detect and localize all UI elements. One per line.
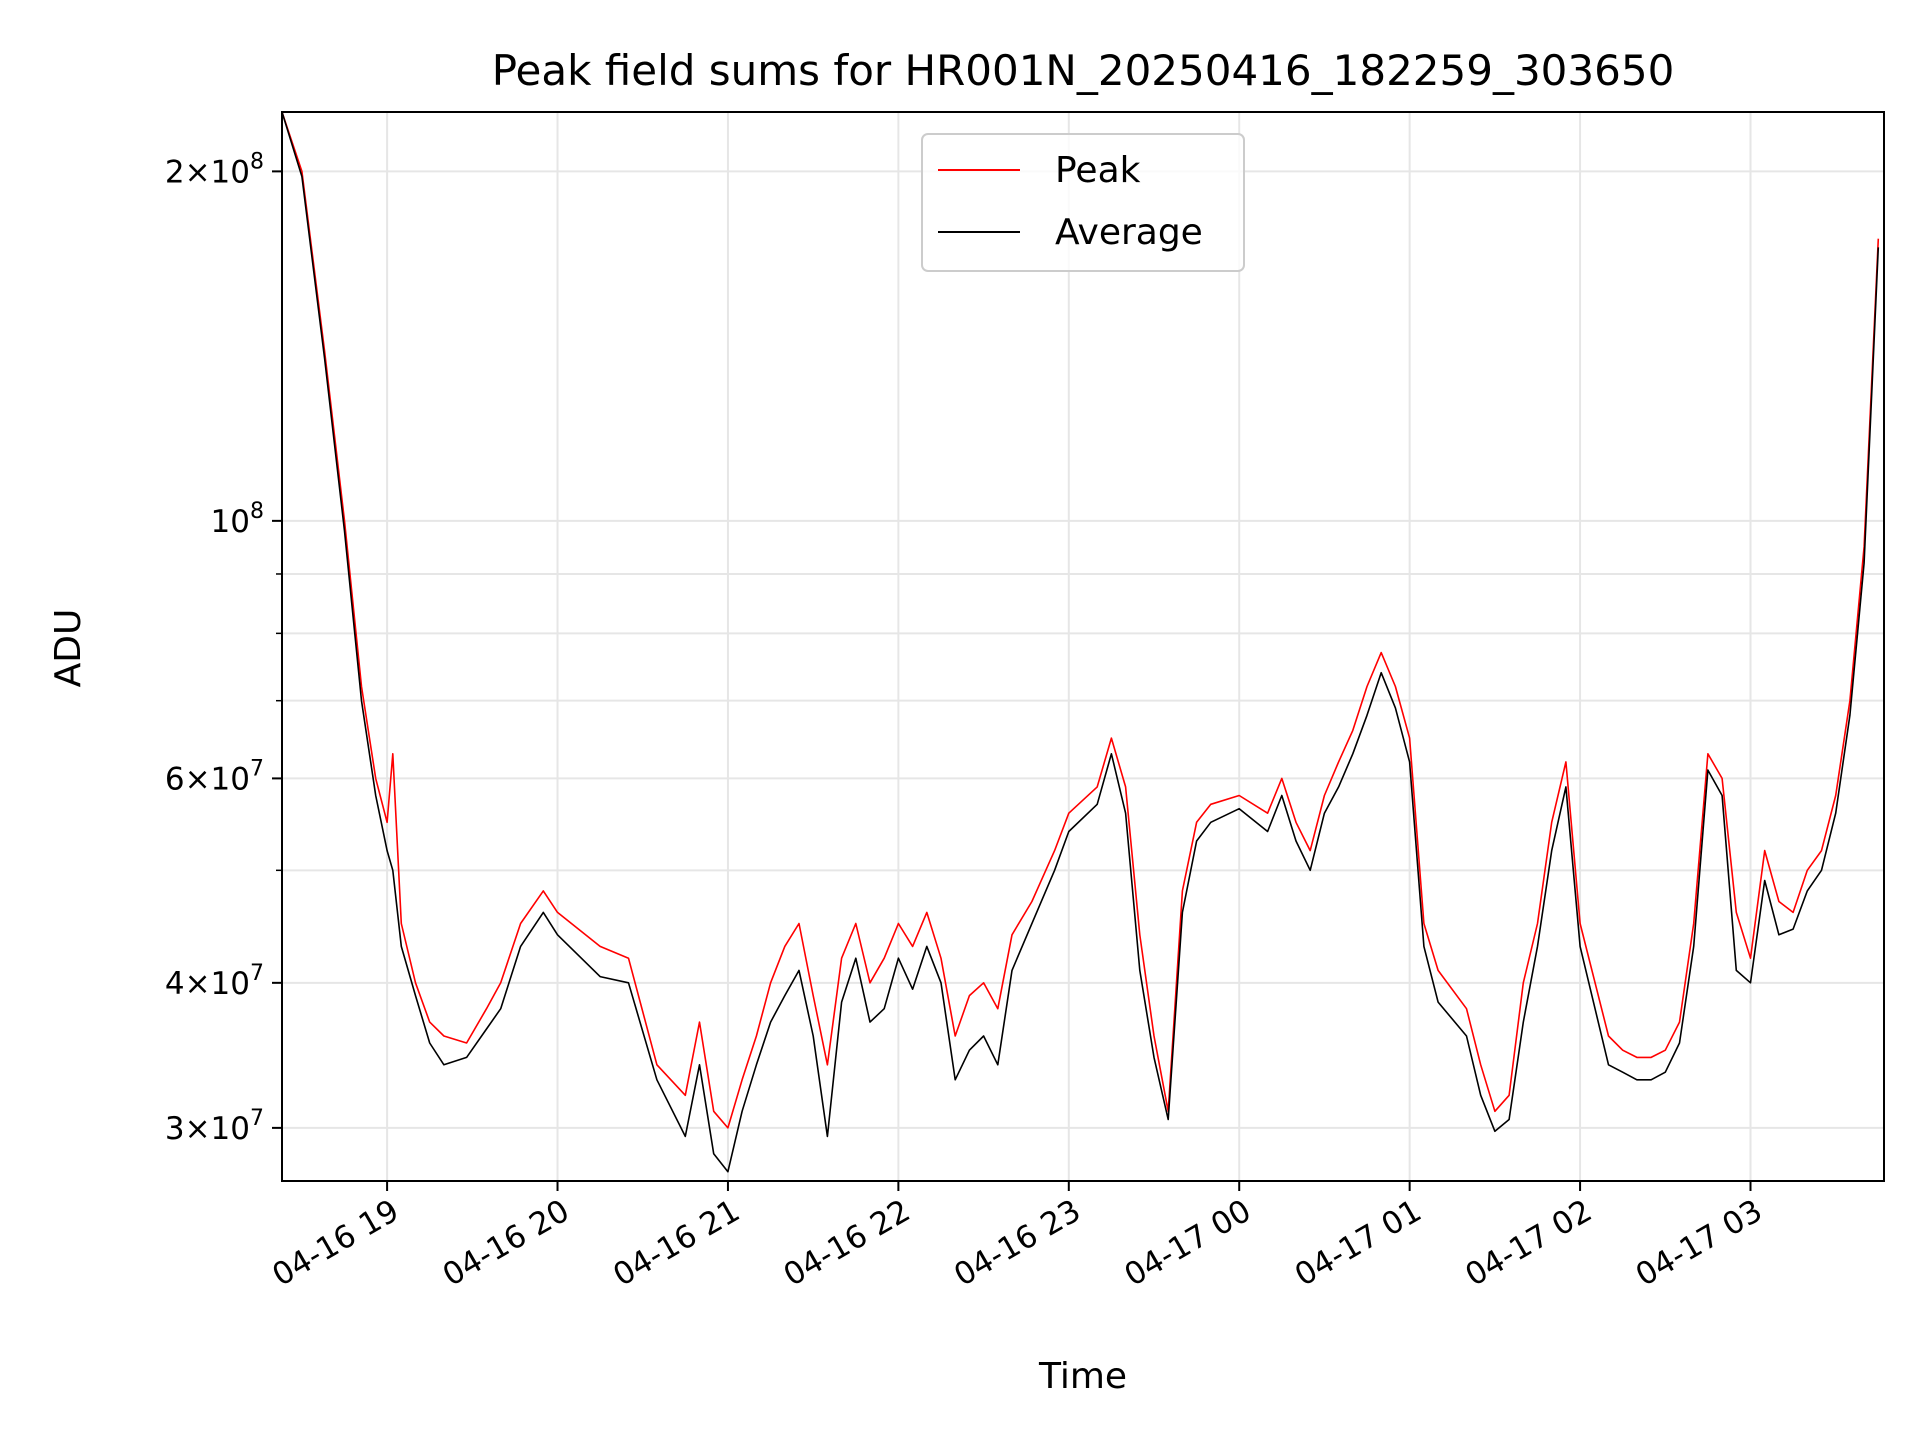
series-line-average <box>282 112 1880 1173</box>
y-axis: 3×107 4×107 6×107 108 2×108 <box>165 149 282 1147</box>
chart-title: Peak field sums for HR001N_20250416_1822… <box>492 46 1675 95</box>
legend-label-average: Average <box>1055 212 1203 253</box>
y-tick-label: 108 <box>211 499 264 540</box>
legend-box <box>921 133 1245 272</box>
plot-frame <box>281 111 1885 1182</box>
legend-label-peak: Peak <box>1055 150 1141 191</box>
y-tick-label: 3×107 <box>165 1106 264 1147</box>
legend: Peak Average <box>921 133 1245 272</box>
x-axis-label: Time <box>1038 1356 1127 1397</box>
y-tick-label: 4×107 <box>165 961 264 1002</box>
y-axis-label: ADU <box>48 609 89 688</box>
series-line-peak <box>282 112 1880 1129</box>
plot-area <box>282 112 1880 1173</box>
y-tick-label: 2×108 <box>165 149 264 190</box>
y-tick-label: 6×107 <box>165 756 264 797</box>
